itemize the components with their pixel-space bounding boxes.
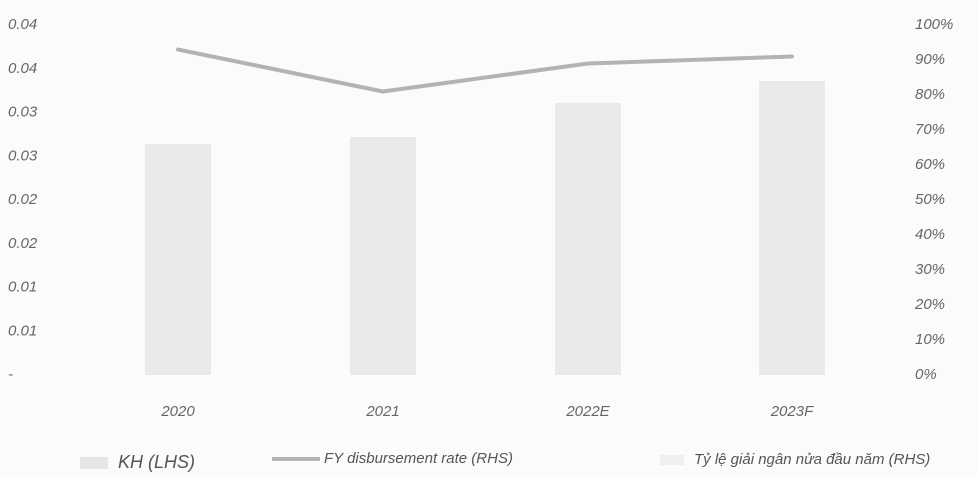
x-axis-tick-label: 2020 bbox=[160, 403, 195, 420]
legend-label-fy-rate: FY disbursement rate (RHS) bbox=[324, 450, 513, 467]
left-axis-tick-label: 0.02 bbox=[8, 191, 38, 208]
x-axis-tick-label: 2023F bbox=[770, 403, 814, 420]
right-axis-tick-label: 50% bbox=[915, 191, 945, 208]
bar bbox=[759, 81, 825, 375]
chart-area: 0.04 0.04 0.03 0.03 0.02 0.02 0.01 0.01 - 100% 90%… bbox=[8, 16, 953, 420]
line-series-fy-rate bbox=[176, 47, 794, 94]
x-axis-tick-label: 2022E bbox=[565, 403, 610, 420]
right-axis-tick-label: 20% bbox=[914, 296, 945, 313]
right-axis-tick-label: 60% bbox=[915, 156, 945, 173]
legend-label-kh: KH (LHS) bbox=[118, 452, 196, 472]
bar bbox=[555, 102, 621, 375]
left-axis-tick-label: 0.04 bbox=[8, 60, 37, 77]
bar bbox=[145, 144, 211, 375]
right-axis-tick-label: 100% bbox=[915, 16, 953, 33]
right-axis-tick-label: 70% bbox=[915, 121, 945, 138]
left-axis-tick-label: 0.01 bbox=[8, 322, 37, 339]
left-axis-tick-label: 0.02 bbox=[8, 235, 38, 252]
right-axis-tick-label: 10% bbox=[915, 331, 945, 348]
legend-swatch-kh bbox=[80, 456, 108, 469]
right-axis-tick-label: 0% bbox=[915, 366, 937, 383]
right-axis-tick-label: 30% bbox=[915, 261, 945, 278]
left-axis-tick-label: 0.04 bbox=[8, 16, 37, 33]
legend: KH (LHS) FY disbursement rate (RHS) Tỷ l… bbox=[0, 448, 977, 474]
legend-item-h1-rate: Tỷ lệ giải ngân nửa đầu năm (RHS) bbox=[660, 451, 930, 468]
bar bbox=[350, 137, 416, 375]
right-axis-tick-label: 90% bbox=[915, 51, 945, 68]
left-axis-tick-label: 0.03 bbox=[8, 104, 38, 121]
left-axis-tick-label: - bbox=[8, 366, 13, 383]
right-axis-tick-label: 40% bbox=[915, 226, 945, 243]
legend-item-kh: KH (LHS) bbox=[80, 452, 195, 473]
right-axis-tick-label: 80% bbox=[915, 86, 945, 103]
legend-swatch-fy-rate bbox=[272, 456, 320, 461]
legend-swatch-h1-rate bbox=[660, 454, 684, 465]
left-axis-tick-label: 0.01 bbox=[8, 279, 37, 296]
left-axis-tick-label: 0.03 bbox=[8, 147, 38, 164]
legend-label-h1-rate: Tỷ lệ giải ngân nửa đầu năm (RHS) bbox=[694, 451, 931, 468]
x-axis-tick-label: 2021 bbox=[365, 403, 399, 420]
legend-item-fy-rate: FY disbursement rate (RHS) bbox=[272, 450, 513, 467]
